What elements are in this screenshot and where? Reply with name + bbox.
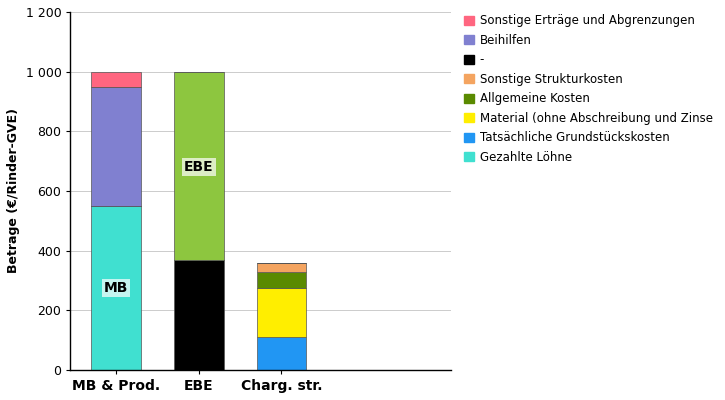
Bar [91,72,141,86]
Bar [257,263,306,272]
Bar [257,337,306,370]
Bar [174,72,223,260]
Bar [174,260,223,370]
Bar [91,86,141,206]
Bar [257,288,306,337]
Legend: Sonstige Erträge und Abgrenzungen, Beihilfen, -, Sonstige Strukturkosten, Allgem: Sonstige Erträge und Abgrenzungen, Beihi… [461,11,716,167]
Y-axis label: Betrage (€/Rinder-GVE): Betrage (€/Rinder-GVE) [7,108,20,274]
Bar [91,206,141,370]
Text: EBE: EBE [184,160,213,174]
Bar [257,272,306,288]
Text: MB: MB [104,281,128,295]
